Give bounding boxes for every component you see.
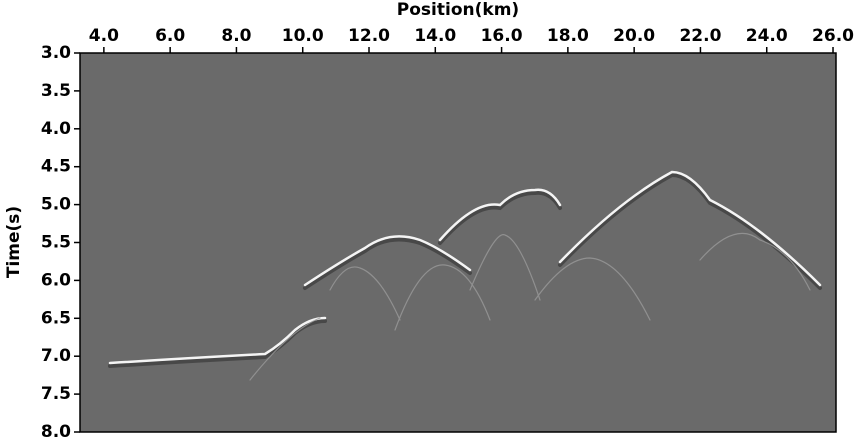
x-tick-label: 26.0 [812, 26, 854, 46]
y-tick-label: 6.5 [41, 308, 71, 328]
x-tick-label: 8.0 [221, 26, 251, 46]
y-tick-label: 4.5 [41, 157, 71, 177]
y-tick-label: 7.5 [41, 384, 71, 404]
y-tick-label: 5.5 [41, 233, 71, 253]
x-tick-label: 12.0 [348, 26, 390, 46]
y-tick-label: 5.0 [41, 195, 71, 215]
y-axis-label: Time(s) [4, 206, 24, 278]
x-tick-label: 10.0 [282, 26, 324, 46]
y-tick-label: 7.0 [41, 346, 71, 366]
x-tick-label: 18.0 [547, 26, 589, 46]
x-tick-label: 14.0 [414, 26, 456, 46]
x-tick-label: 16.0 [481, 26, 523, 46]
x-tick-label: 24.0 [746, 26, 788, 46]
y-tick-label: 3.0 [41, 43, 71, 63]
x-axis-label: Position(km) [397, 0, 519, 20]
y-tick-label: 6.0 [41, 270, 71, 290]
x-tick-label: 4.0 [89, 26, 119, 46]
seismic-events [108, 170, 822, 381]
y-tick-label: 8.0 [41, 422, 71, 439]
y-tick-label: 3.5 [41, 81, 71, 101]
x-tick-label: 22.0 [679, 26, 721, 46]
plot-area [80, 53, 836, 432]
x-tick-label: 6.0 [155, 26, 185, 46]
y-tick-label: 4.0 [41, 119, 71, 139]
x-tick-label: 20.0 [613, 26, 655, 46]
